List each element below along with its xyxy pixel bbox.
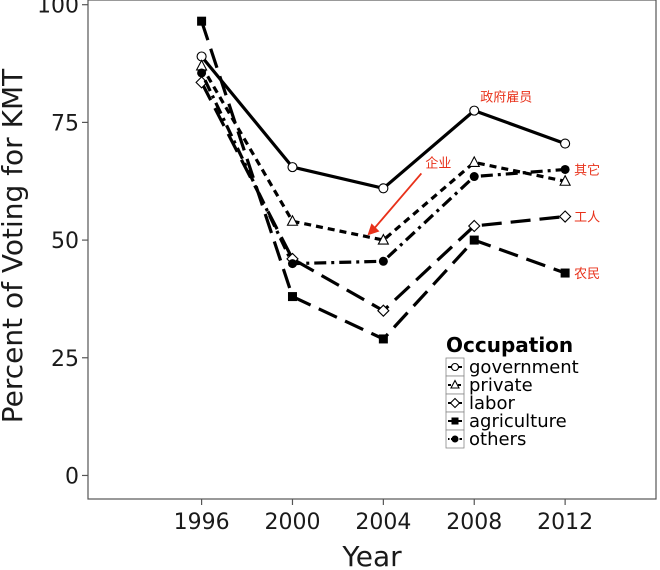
data-point bbox=[469, 235, 479, 245]
data-point bbox=[560, 268, 570, 278]
y-tick-label: 25 bbox=[51, 347, 79, 372]
series-government bbox=[196, 51, 571, 194]
data-point bbox=[450, 379, 460, 389]
data-point bbox=[451, 435, 459, 443]
annotation-label: 农民 bbox=[574, 267, 600, 282]
x-axis-title: Year bbox=[341, 540, 402, 570]
plot-panel bbox=[87, 0, 657, 500]
y-axis-title: Percent of Voting for KMT bbox=[0, 68, 29, 423]
annotation-label: 企业 bbox=[425, 155, 451, 171]
data-point bbox=[560, 138, 571, 149]
data-point bbox=[560, 164, 570, 174]
data-point bbox=[287, 292, 297, 302]
legend-label: others bbox=[469, 429, 526, 450]
series-others bbox=[197, 68, 570, 269]
legend-label: private bbox=[469, 375, 533, 396]
x-tick-label: 2012 bbox=[537, 510, 593, 535]
series-lines bbox=[195, 16, 572, 344]
data-point bbox=[467, 219, 481, 233]
data-point bbox=[469, 172, 479, 182]
y-tick-label: 50 bbox=[51, 229, 79, 254]
data-point bbox=[468, 155, 481, 167]
data-point bbox=[286, 214, 299, 226]
legend-item-others: others bbox=[445, 429, 526, 450]
data-point bbox=[377, 304, 390, 317]
legend: Occupationgovernmentprivatelaboragricult… bbox=[445, 333, 579, 450]
data-point bbox=[559, 174, 572, 186]
series-private bbox=[195, 59, 572, 245]
legend-title: Occupation bbox=[446, 333, 573, 357]
data-point bbox=[197, 68, 207, 78]
annotation-arrowhead bbox=[367, 223, 380, 236]
data-point bbox=[197, 16, 207, 26]
series-line bbox=[200, 65, 566, 242]
annotation-label: 其它 bbox=[574, 162, 600, 178]
data-point bbox=[287, 259, 297, 269]
axes: 0 25 50 75 100 1996 2000 2004 2008 2012 bbox=[37, 0, 593, 535]
annotation-arrow bbox=[372, 172, 423, 230]
data-point bbox=[451, 417, 459, 425]
legend-item-government: government bbox=[445, 357, 579, 378]
legend-label: labor bbox=[469, 393, 515, 414]
legend-label: agriculture bbox=[469, 411, 567, 432]
x-tick-label: 1996 bbox=[174, 510, 230, 535]
data-point bbox=[449, 397, 461, 409]
legend-item-private: private bbox=[445, 375, 533, 396]
annotation-label: 政府雇员 bbox=[480, 90, 532, 106]
x-tick-label: 2008 bbox=[446, 510, 502, 535]
data-point bbox=[377, 233, 390, 245]
legend-item-labor: labor bbox=[445, 393, 515, 414]
y-tick-label: 75 bbox=[51, 111, 79, 136]
annotation-label: 工人 bbox=[574, 211, 600, 226]
series-agriculture bbox=[197, 16, 570, 344]
y-tick-label: 100 bbox=[37, 0, 79, 19]
data-point bbox=[378, 183, 389, 194]
data-point bbox=[378, 256, 388, 266]
legend-item-agriculture: agriculture bbox=[445, 411, 567, 432]
y-tick-label: 0 bbox=[65, 464, 79, 489]
data-point bbox=[558, 210, 572, 223]
data-point bbox=[287, 162, 298, 173]
data-point bbox=[469, 105, 480, 116]
legend-label: government bbox=[469, 357, 579, 378]
data-point bbox=[450, 362, 460, 372]
data-point bbox=[378, 334, 388, 344]
x-tick-label: 2004 bbox=[355, 510, 411, 535]
x-tick-label: 2000 bbox=[264, 510, 320, 535]
